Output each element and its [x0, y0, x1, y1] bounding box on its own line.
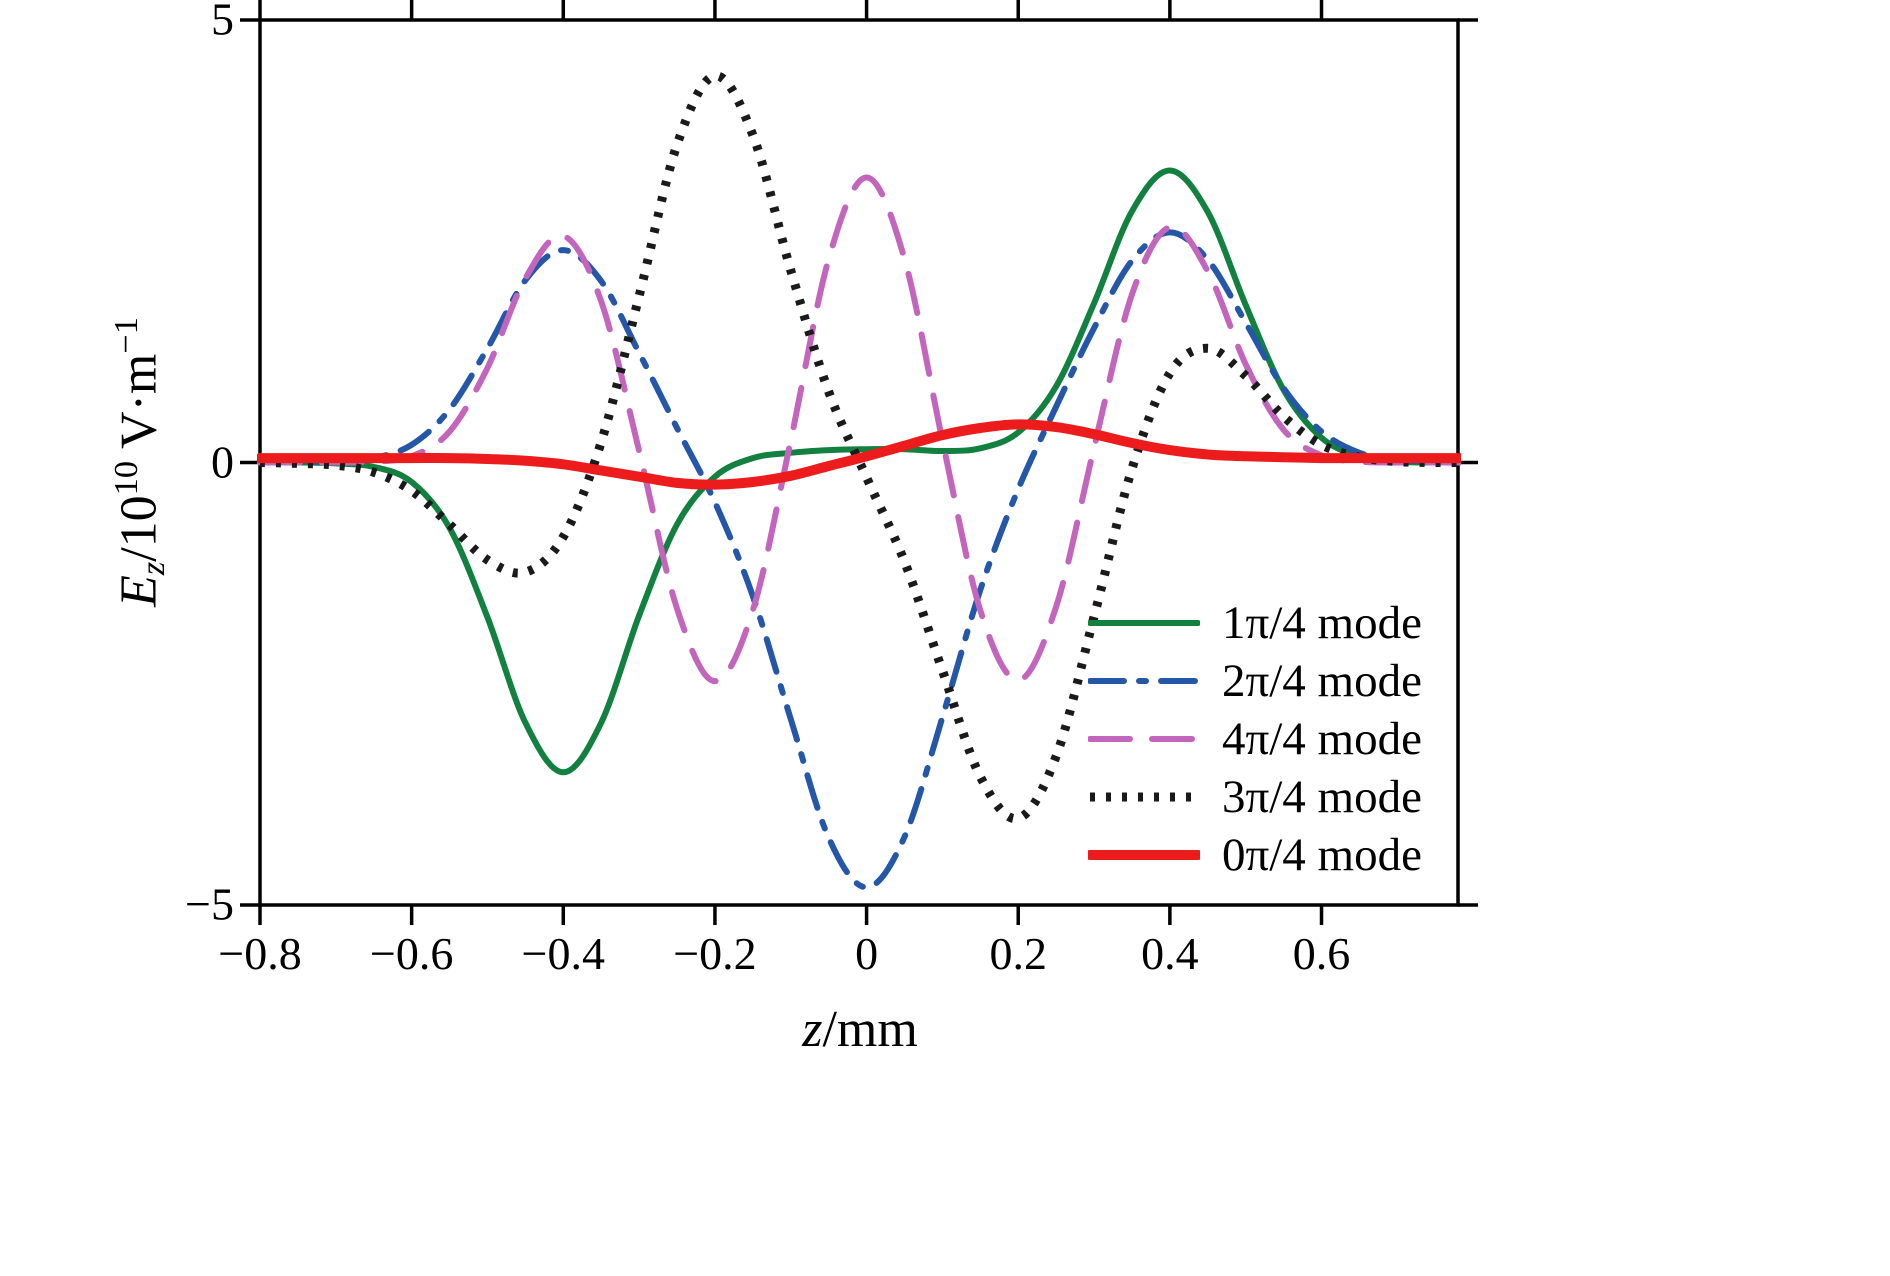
legend-line-sample: [1090, 792, 1198, 802]
series-line-2: [257, 174, 1461, 685]
legend: 1π/4 mode 2π/4 mode 4π/4 mode 3π/4 mode 0π/4…: [1088, 594, 1422, 884]
legend-label: 3π/4 mode: [1222, 771, 1422, 823]
legend-label: 1π/4 mode: [1222, 597, 1422, 649]
x-tick-label: −0.8: [218, 928, 302, 979]
y-tick-label: 5: [211, 0, 234, 45]
x-tick-label: 0.4: [1141, 928, 1199, 979]
series-group: [257, 71, 1461, 891]
legend-item: 1π/4 mode: [1088, 594, 1422, 652]
legend-line-sample: [1088, 736, 1200, 742]
x-tick-label: −0.2: [673, 928, 757, 979]
y-axis-variable-subscript: z: [134, 561, 173, 576]
x-tick-label: −0.4: [521, 928, 606, 979]
y-axis-label: Ez/1010 V·m−1: [107, 317, 173, 607]
legend-line-sample: [1088, 678, 1200, 684]
y-axis-exponent: 10: [106, 461, 145, 496]
x-axis-label: z/mm: [802, 1000, 918, 1059]
y-axis-unit: V·m: [110, 353, 168, 462]
x-tick-label: −0.6: [369, 928, 454, 979]
legend-line-sample: [1088, 620, 1200, 626]
series-line-4: [257, 419, 1461, 490]
y-axis-scale: /10: [110, 495, 168, 562]
legend-label: 0π/4 mode: [1222, 829, 1422, 881]
y-axis-variable: E: [110, 575, 168, 607]
legend-line-sample: [1088, 850, 1200, 860]
x-axis-unit: /mm: [822, 1001, 918, 1058]
y-tick-label: 0: [211, 436, 234, 488]
series-line-0: [257, 167, 1461, 776]
legend-item: 0π/4 mode: [1088, 826, 1422, 884]
legend-item: 4π/4 mode: [1088, 710, 1422, 768]
x-tick-label: 0: [855, 928, 879, 979]
legend-label: 2π/4 mode: [1222, 655, 1422, 707]
x-tick-label: 0.6: [1292, 928, 1351, 979]
legend-item: 3π/4 mode: [1088, 768, 1422, 826]
x-axis-variable: z: [802, 1001, 823, 1058]
series-line-3: [259, 71, 1461, 824]
y-tick-label: −5: [185, 878, 234, 930]
legend-label: 4π/4 mode: [1222, 713, 1422, 765]
x-tick-label: 0.2: [989, 928, 1047, 979]
y-axis-unit-exponent: −1: [106, 317, 145, 354]
legend-item: 2π/4 mode: [1088, 652, 1422, 710]
